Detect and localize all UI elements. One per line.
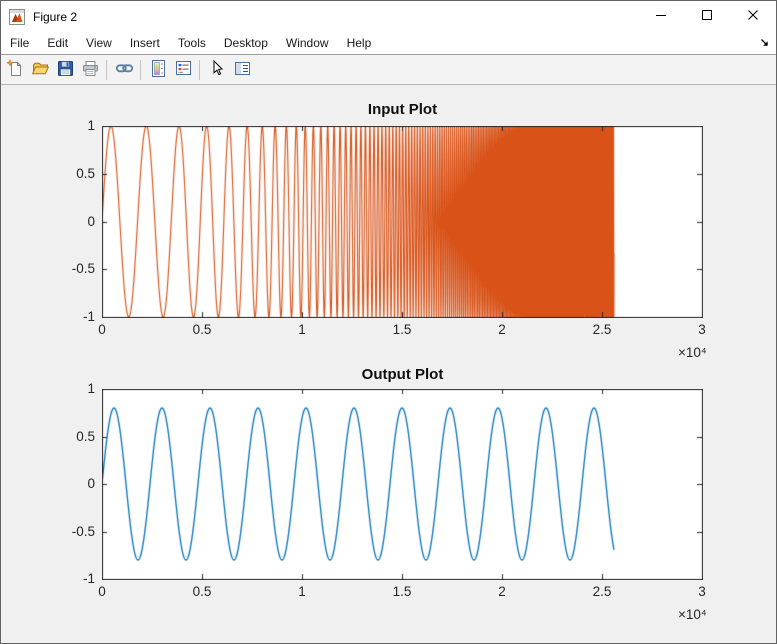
x-tick-label: 1 bbox=[298, 584, 306, 599]
maximize-button[interactable] bbox=[684, 1, 730, 32]
x-tick-label: 0 bbox=[98, 322, 106, 337]
save-figure-icon bbox=[56, 59, 75, 81]
new-figure-button[interactable] bbox=[3, 58, 27, 82]
insert-legend-button[interactable] bbox=[171, 58, 195, 82]
x-tick-label: 3 bbox=[698, 322, 706, 337]
y-tick-label: -0.5 bbox=[71, 261, 95, 276]
print-figure-button[interactable] bbox=[78, 58, 102, 82]
edit-plot-icon bbox=[208, 59, 227, 81]
y-tick-label: -0.5 bbox=[71, 524, 95, 539]
x-tick-label: 0.5 bbox=[192, 584, 212, 599]
new-figure-icon bbox=[5, 58, 25, 81]
close-icon bbox=[747, 9, 759, 24]
x-tick-label: 2.5 bbox=[592, 584, 612, 599]
y-tick-label: -1 bbox=[82, 571, 95, 586]
x-tick-label: 0.5 bbox=[192, 322, 212, 337]
x-tick-label: 2.5 bbox=[592, 322, 612, 337]
menu-insert[interactable]: Insert bbox=[129, 36, 160, 50]
maximize-icon bbox=[701, 9, 713, 24]
menubar: File Edit View Insert Tools Desktop Wind… bbox=[1, 32, 776, 55]
plot-tools-icon bbox=[233, 59, 252, 81]
insert-colorbar-button[interactable] bbox=[146, 58, 170, 82]
edit-plot-button[interactable] bbox=[205, 58, 229, 82]
titlebar[interactable]: Figure 2 bbox=[1, 1, 776, 32]
close-button[interactable] bbox=[730, 1, 776, 32]
toolbar-separator bbox=[106, 59, 107, 80]
menu-edit[interactable]: Edit bbox=[47, 36, 69, 50]
dock-figure-button[interactable] bbox=[759, 36, 770, 51]
x-tick-label: 2 bbox=[498, 584, 506, 599]
menu-desktop[interactable]: Desktop bbox=[223, 36, 268, 50]
toolbar-separator bbox=[199, 59, 200, 80]
y-tick-label: 0.5 bbox=[76, 166, 95, 181]
insert-legend-icon bbox=[174, 59, 193, 81]
axis-multiplier-label: ×10⁴ bbox=[678, 345, 707, 360]
open-file-icon bbox=[31, 59, 50, 81]
x-tick-label: 2 bbox=[498, 322, 506, 337]
dock-arrow-icon bbox=[759, 36, 770, 51]
plot-tools-button[interactable] bbox=[230, 58, 254, 82]
x-tick-label: 1.5 bbox=[392, 322, 412, 337]
y-tick-label: -1 bbox=[82, 309, 95, 324]
menu-file[interactable]: File bbox=[10, 36, 30, 50]
insert-colorbar-icon bbox=[149, 59, 168, 81]
minimize-icon bbox=[655, 9, 667, 24]
y-tick-label: 1 bbox=[87, 381, 95, 396]
menu-view[interactable]: View bbox=[86, 36, 112, 50]
menu-tools[interactable]: Tools bbox=[177, 36, 206, 50]
open-file-button[interactable] bbox=[28, 58, 52, 82]
y-tick-label: 0.5 bbox=[76, 429, 95, 444]
print-figure-icon bbox=[81, 59, 100, 81]
plot-canvas-input bbox=[102, 126, 703, 318]
x-tick-label: 1.5 bbox=[392, 584, 412, 599]
y-tick-label: 1 bbox=[87, 118, 95, 133]
toolbar-separator bbox=[140, 59, 141, 80]
figure-canvas-area: Input Plot Output Plot 0 0.5 1 1.5 2 2.5 3 -1 -0… bbox=[1, 85, 776, 643]
window-title: Figure 2 bbox=[33, 9, 78, 24]
x-tick-label: 3 bbox=[698, 584, 706, 599]
minimize-button[interactable] bbox=[638, 1, 684, 32]
y-tick-label: 0 bbox=[87, 476, 95, 491]
menu-window[interactable]: Window bbox=[285, 36, 329, 50]
axis-multiplier-label: ×10⁴ bbox=[678, 607, 707, 622]
matlab-logo-icon bbox=[9, 8, 25, 25]
link-plot-icon bbox=[115, 59, 134, 81]
y-tick-label: 0 bbox=[87, 214, 95, 229]
plot-canvas-output bbox=[102, 389, 703, 580]
input-plot-title: Input Plot bbox=[367, 101, 438, 118]
window-controls bbox=[638, 1, 776, 32]
x-tick-label: 0 bbox=[98, 584, 106, 599]
save-figure-button[interactable] bbox=[53, 58, 77, 82]
link-plot-button[interactable] bbox=[112, 58, 136, 82]
x-tick-label: 1 bbox=[298, 322, 306, 337]
figure-toolbar bbox=[1, 55, 776, 85]
menu-help[interactable]: Help bbox=[346, 36, 372, 50]
output-plot-title: Output Plot bbox=[361, 366, 444, 383]
